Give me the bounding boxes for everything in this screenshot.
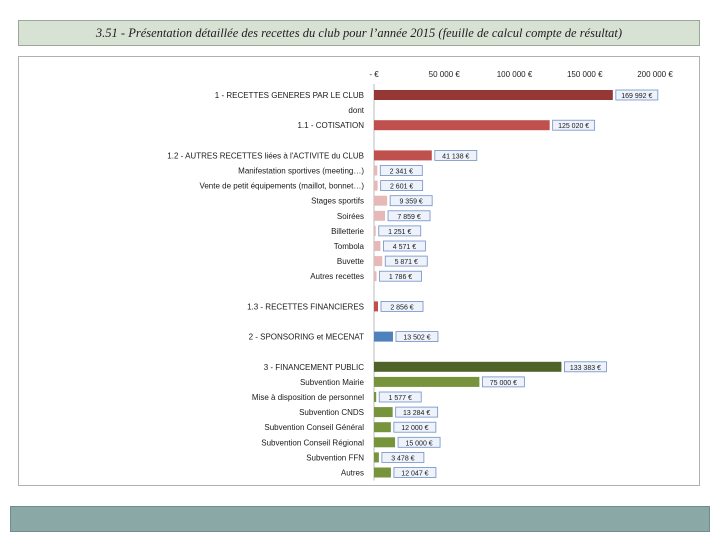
data-label-box	[389, 195, 433, 207]
row-label: Billetterie	[331, 227, 364, 236]
data-label-box	[380, 180, 424, 192]
data-label: 41 138 €	[442, 153, 469, 160]
data-label-box	[397, 436, 441, 448]
data-label: 1 786 €	[389, 274, 412, 281]
data-label: 2 856 €	[390, 304, 413, 311]
data-label: 1 577 €	[389, 395, 412, 402]
row-label: 2 - SPONSORING et MECENAT	[249, 333, 365, 342]
row-label: Subvention Conseil Général	[264, 423, 364, 432]
data-label: 13 284 €	[403, 410, 430, 417]
x-tick-label: 150 000 €	[567, 70, 603, 79]
data-label-box	[481, 376, 525, 388]
data-label-box	[378, 391, 422, 403]
row-label: Autres recettes	[310, 272, 364, 281]
bar	[374, 271, 377, 282]
data-label-box	[387, 210, 431, 222]
bar	[374, 165, 378, 176]
bar	[374, 225, 376, 236]
data-label-box	[564, 361, 607, 373]
bar	[374, 452, 379, 463]
data-label: 12 047 €	[401, 471, 428, 478]
data-label: 7 859 €	[397, 214, 420, 221]
data-label: 2 341 €	[390, 169, 413, 176]
row-label: 1 - RECETTES GENERES PAR LE CLUB	[215, 91, 364, 100]
data-label-box	[383, 240, 426, 252]
data-label: 125 020 €	[558, 123, 589, 130]
row-label: 1.1 - COTISATION	[297, 121, 364, 130]
bar	[374, 256, 383, 267]
data-label: 2 601 €	[390, 184, 413, 191]
footer-bar	[10, 506, 710, 532]
row-label: Mise à disposition de personnel	[252, 393, 364, 402]
data-label: 1 251 €	[388, 229, 411, 236]
page-title: 3.51 - Présentation détaillée des recett…	[95, 25, 623, 40]
data-label: 9 359 €	[399, 199, 422, 206]
data-label-box	[379, 165, 423, 176]
row-label: Tombola	[334, 242, 365, 251]
data-label: 13 502 €	[403, 335, 430, 342]
x-tick-label: - €	[369, 70, 379, 79]
bar	[374, 241, 381, 251]
data-label-box	[381, 451, 425, 463]
row-label: Subvention Conseil Régional	[261, 438, 364, 447]
bar	[374, 376, 480, 387]
bar	[374, 90, 613, 100]
row-label: Stages sportifs	[311, 197, 364, 206]
row-label: Subvention CNDS	[299, 408, 364, 417]
row-label: Subvention FFN	[306, 453, 364, 462]
data-label: 5 871 €	[395, 259, 418, 266]
row-label: Subvention Mairie	[300, 378, 365, 387]
x-tick-label: 100 000 €	[497, 70, 533, 79]
row-label: Manifestation sportives (meeting…)	[238, 167, 364, 176]
data-label-box	[615, 89, 659, 101]
data-label-box	[380, 300, 424, 312]
data-label: 75 000 €	[490, 380, 517, 387]
data-label: 15 000 €	[405, 440, 432, 447]
row-label: Buvette	[337, 257, 365, 266]
data-label-box	[395, 331, 439, 343]
x-tick-label: 50 000 €	[429, 70, 461, 79]
data-label-box	[379, 270, 422, 282]
row-label: 1.3 - RECETTES FINANCIERES	[247, 302, 364, 311]
bar	[374, 361, 562, 372]
bar	[374, 392, 377, 402]
row-label: 3 - FINANCEMENT PUBLIC	[264, 363, 365, 372]
bar	[374, 180, 378, 191]
row-label: Autres	[341, 469, 364, 478]
data-label: 3 478 €	[391, 455, 414, 462]
bar	[374, 331, 393, 342]
row-label: dont	[348, 106, 364, 115]
data-label-box	[393, 421, 437, 433]
data-label-box	[552, 119, 596, 131]
bar	[374, 467, 391, 478]
bar	[374, 301, 379, 312]
data-label: 133 383 €	[570, 365, 601, 372]
data-label-box	[378, 225, 422, 237]
row-label: 1.2 - AUTRES RECETTES liées à l'ACTIVITE…	[167, 151, 364, 160]
data-label-box	[434, 149, 478, 161]
data-label: 4 571 €	[393, 244, 416, 251]
data-label: 169 992 €	[621, 93, 652, 100]
bar	[374, 150, 432, 161]
row-label: Soirées	[337, 212, 364, 221]
data-label-box	[384, 255, 428, 267]
bar	[374, 195, 388, 206]
bar	[374, 407, 393, 418]
bar	[374, 422, 391, 433]
bar	[374, 210, 386, 221]
revenue-bar-chart: - € 50 000 € 100 000 € 150 000 € 200 000 € 1 …	[167, 70, 673, 481]
data-label-box	[395, 406, 439, 418]
title-bar: 3.51 - Présentation détaillée des recett…	[18, 20, 700, 46]
x-tick-label: 200 000 €	[637, 70, 673, 79]
bar	[374, 437, 396, 448]
data-label-box	[393, 467, 437, 478]
row-label: Vente de petit équipements (maillot, bon…	[199, 182, 364, 191]
bar	[374, 120, 550, 131]
data-label: 12 000 €	[401, 425, 428, 432]
